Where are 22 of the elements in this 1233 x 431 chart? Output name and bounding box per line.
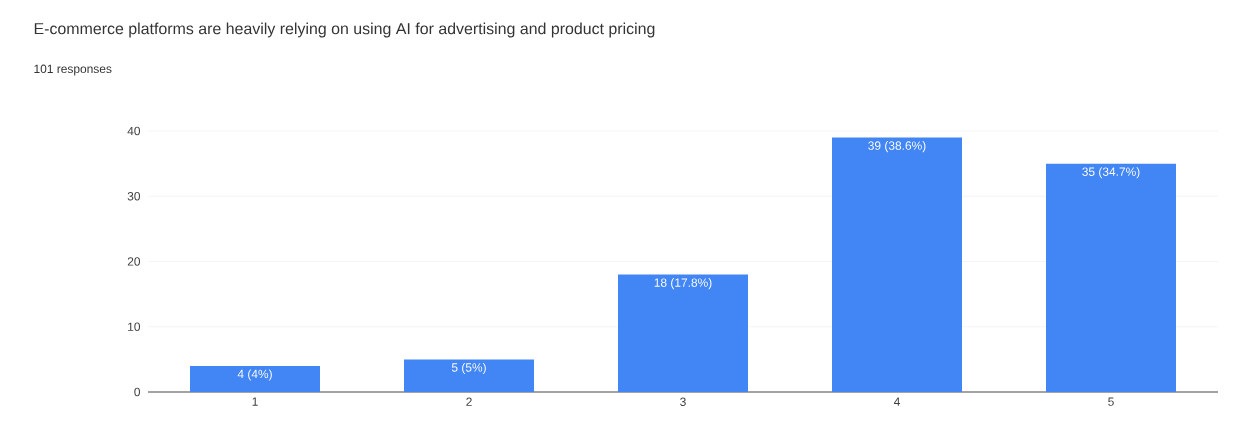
x-tick-label: 3 [680, 397, 686, 406]
bar [618, 274, 749, 392]
data-label: 18 (17.8%) [654, 278, 712, 290]
y-tick-label: 0 [134, 387, 141, 397]
bar [832, 137, 962, 392]
y-tick-label: 40 [127, 126, 141, 136]
y-tick-label: 10 [128, 322, 141, 331]
x-tick-label: 2 [466, 397, 472, 406]
y-tick-label: 20 [127, 257, 141, 266]
bar [190, 365, 321, 392]
chart-title: E-commerce platforms are heavily relying on using AI for advertising and product pricing [34, 22, 655, 38]
x-tick-label: 4 [893, 397, 900, 406]
data-label: 35 (34.7%) [1082, 167, 1140, 179]
data-label: 39 (38.6%) [868, 141, 926, 153]
x-tick-label: 1 [252, 397, 258, 406]
x-tick-label: 5 [1108, 397, 1114, 406]
data-label: 4 (4%) [237, 369, 272, 381]
bar [404, 359, 535, 392]
bar [1046, 163, 1176, 392]
data-label: 5 (5%) [451, 362, 486, 375]
chart-subtitle: 101 responses [34, 64, 112, 76]
y-tick-label: 30 [127, 192, 141, 201]
